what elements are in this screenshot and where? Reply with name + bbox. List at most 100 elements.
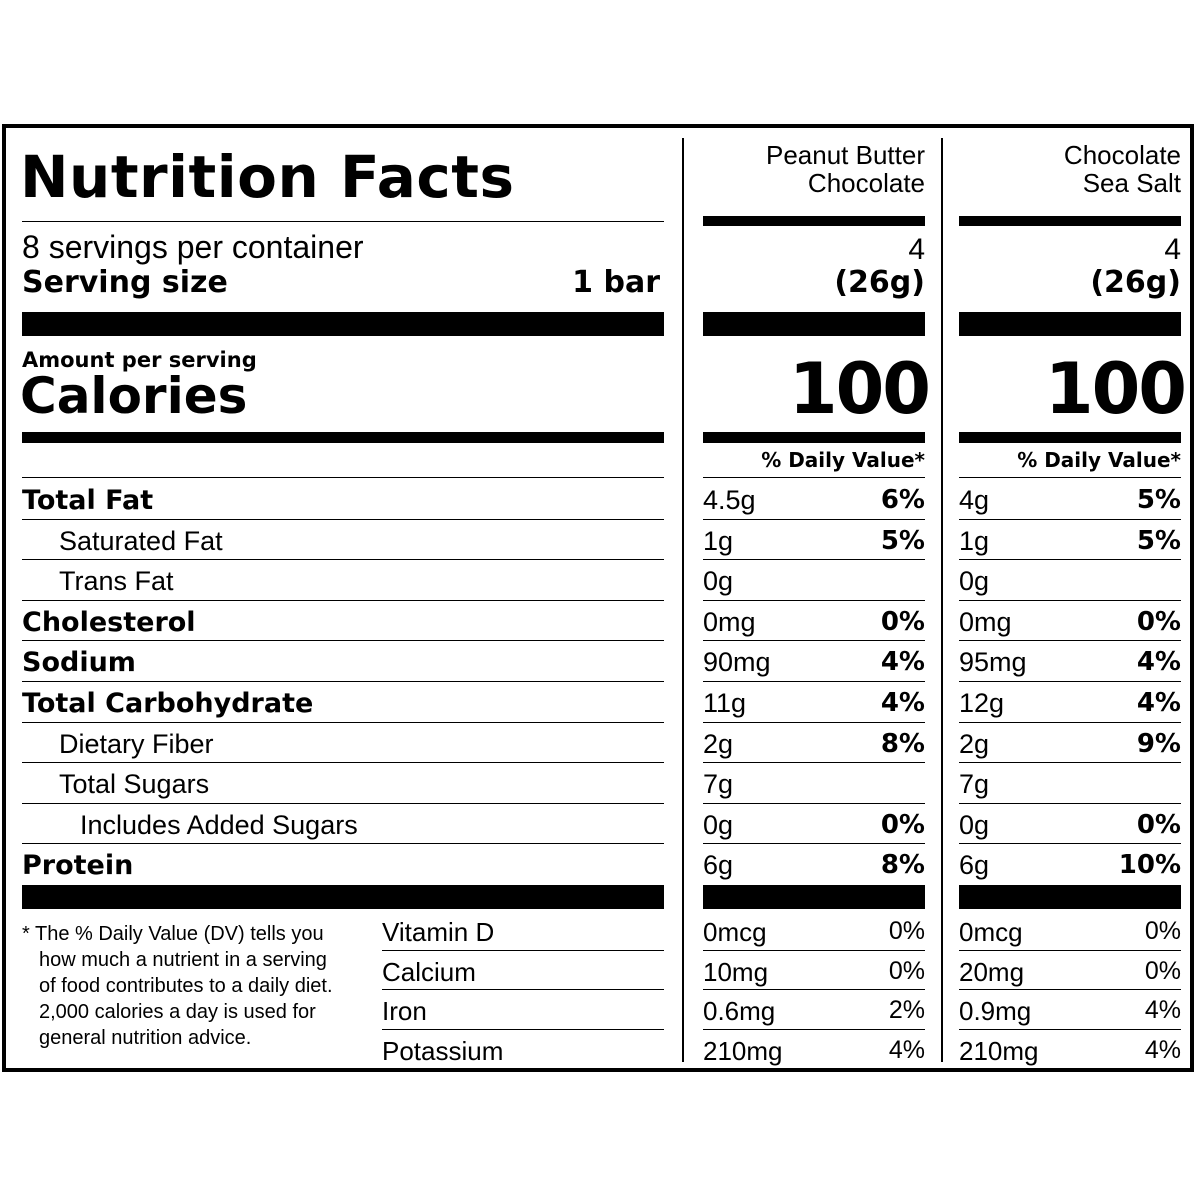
- nutrient-daily-value: 8%: [880, 728, 925, 759]
- nutrient-daily-value: 5%: [1136, 485, 1181, 515]
- row-rule: [382, 949, 664, 951]
- row-rule: [703, 1028, 925, 1030]
- product-name: Sea Salt: [1082, 168, 1181, 198]
- thick-rule: [703, 885, 925, 909]
- row-rule: [22, 518, 664, 520]
- calories-label: Calories: [20, 367, 248, 425]
- thick-rule: [959, 885, 1181, 909]
- vitamin-daily-value: 4%: [1144, 996, 1181, 1024]
- nutrient-daily-value: 5%: [880, 525, 925, 556]
- row-rule: [959, 681, 1181, 682]
- row-rule: [382, 1028, 664, 1030]
- row-rule: [959, 599, 1181, 601]
- row-rule: [703, 599, 925, 601]
- nutrient-amount: 4g: [959, 485, 990, 515]
- row-rule: [959, 518, 1181, 520]
- row-rule: [22, 721, 664, 723]
- serving-size-value: 1 bar: [572, 265, 660, 300]
- vitamin-label: Iron: [382, 996, 427, 1026]
- nutrient-label: Saturated Fat: [59, 525, 223, 556]
- vitamin-amount: 0.6mg: [703, 996, 776, 1026]
- serving-count: 4: [908, 233, 925, 266]
- serving-size-label: Serving size: [22, 265, 228, 300]
- nutrient-label: Dietary Fiber: [59, 728, 214, 759]
- row-rule: [703, 802, 925, 804]
- title-rule: [22, 221, 664, 222]
- vitamin-label: Potassium: [382, 1035, 504, 1066]
- nutrient-daily-value: 0%: [880, 809, 925, 840]
- vitamin-amount: 0.9mg: [959, 996, 1032, 1026]
- row-rule: [959, 721, 1181, 723]
- footnote-line: of food contributes to a daily diet.: [39, 975, 333, 997]
- row-rule: [703, 681, 925, 682]
- vitamin-daily-value: 4%: [1144, 1035, 1181, 1064]
- nutrient-daily-value: 10%: [1118, 850, 1181, 881]
- footnote-line: 2,000 calories a day is used for: [39, 1001, 316, 1023]
- vitamin-amount: 0mcg: [703, 917, 767, 947]
- row-rule: [959, 762, 1181, 764]
- nutrient-amount: 12g: [959, 688, 1005, 718]
- medium-rule: [959, 432, 1181, 443]
- vitamin-amount: 210mg: [703, 1035, 783, 1066]
- vitamin-daily-value: 0%: [1144, 956, 1181, 985]
- row-rule: [959, 989, 1181, 990]
- calories-value: 100: [788, 348, 931, 430]
- vitamin-amount: 20mg: [959, 956, 1025, 987]
- nutrient-amount: 7g: [959, 769, 990, 800]
- serving-weight: (26g): [834, 265, 925, 300]
- vitamin-daily-value: 0%: [888, 956, 925, 985]
- vitamin-amount: 0mcg: [959, 917, 1023, 947]
- row-rule: [959, 802, 1181, 804]
- vitamin-label: Vitamin D: [382, 917, 495, 947]
- nutrient-label: Cholesterol: [22, 606, 196, 638]
- vitamin-daily-value: 0%: [1144, 917, 1181, 945]
- servings-per-container: 8 servings per container: [22, 229, 364, 265]
- nutrient-amount: 4.5g: [703, 485, 756, 515]
- nutrient-amount: 0g: [703, 809, 734, 840]
- amount-per-serving: Amount per serving: [22, 348, 257, 372]
- nutrient-daily-value: 4%: [880, 647, 925, 678]
- nutrient-daily-value: 8%: [880, 850, 925, 881]
- nutrient-amount: 11g: [703, 688, 747, 718]
- nutrient-amount: 0g: [959, 566, 990, 597]
- thick-rule: [22, 885, 664, 909]
- nutrient-amount: 7g: [703, 769, 734, 800]
- vitamin-daily-value: 0%: [888, 917, 925, 945]
- product-name: Peanut Butter: [766, 140, 925, 170]
- nutrient-daily-value: 5%: [1136, 525, 1181, 556]
- row-rule: [959, 1028, 1181, 1030]
- row-rule: [703, 762, 925, 764]
- vitamin-amount: 10mg: [703, 956, 769, 987]
- row-rule: [703, 721, 925, 723]
- medium-rule: [22, 432, 664, 443]
- nutrient-daily-value: 0%: [1136, 809, 1181, 840]
- row-rule: [959, 949, 1181, 951]
- row-rule: [703, 559, 925, 561]
- medium-rule: [703, 432, 925, 443]
- label-title: Nutrition Facts: [20, 143, 515, 211]
- nutrient-label: Includes Added Sugars: [80, 809, 358, 840]
- row-rule: [22, 802, 664, 804]
- row-rule: [382, 989, 664, 990]
- nutrient-amount: 90mg: [703, 647, 771, 678]
- daily-value-header: % Daily Value*: [1017, 448, 1181, 472]
- nutrient-amount: 0mg: [959, 606, 1012, 637]
- row-rule: [703, 843, 925, 845]
- nutrient-daily-value: 9%: [1136, 728, 1181, 759]
- nutrition-facts-label: Nutrition Facts 8 servings per container…: [2, 124, 1194, 1072]
- nutrient-daily-value: 0%: [1136, 606, 1181, 637]
- column-divider: [941, 138, 943, 1062]
- vitamin-label: Calcium: [382, 956, 476, 987]
- nutrient-amount: 6g: [959, 850, 990, 881]
- row-rule: [959, 640, 1181, 642]
- row-rule: [22, 762, 664, 764]
- serving-weight: (26g): [1090, 265, 1181, 300]
- row-rule: [959, 843, 1181, 845]
- row-rule: [22, 599, 664, 601]
- row-rule: [703, 640, 925, 642]
- row-rule: [703, 518, 925, 520]
- row-rule: [22, 681, 664, 682]
- nutrient-amount: 0g: [959, 809, 990, 840]
- nutrient-label: Sodium: [22, 647, 136, 679]
- nutrient-amount: 6g: [703, 850, 734, 881]
